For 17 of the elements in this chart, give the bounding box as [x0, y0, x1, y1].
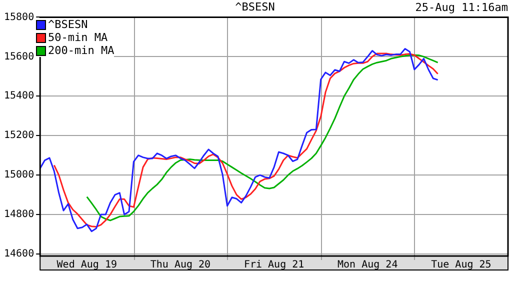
- x-tick-label: Fri Aug 21: [244, 260, 304, 271]
- chart-title: ^BSESN: [235, 0, 275, 14]
- x-tick-label: Wed Aug 19: [56, 260, 117, 271]
- y-tick-label: 14800: [4, 209, 34, 220]
- legend-label: 50-min MA: [48, 31, 108, 44]
- y-tick-label: 15000: [4, 170, 34, 181]
- x-tick-label: Mon Aug 24: [338, 260, 398, 271]
- x-tick-label: Tue Aug 25: [431, 260, 492, 271]
- y-tick-label: 15800: [4, 12, 34, 23]
- legend-label: 200-min MA: [48, 44, 114, 57]
- y-tick-label: 15200: [4, 130, 34, 142]
- legend-label: ^BSESN: [48, 18, 88, 31]
- y-tick-label: 15600: [4, 51, 34, 62]
- y-tick-label: 15400: [4, 90, 34, 102]
- text: 25-Aug 11:16am: [415, 1, 508, 14]
- y-tick-label: 14600: [4, 248, 34, 260]
- x-tick-label: Thu Aug 20: [150, 260, 211, 271]
